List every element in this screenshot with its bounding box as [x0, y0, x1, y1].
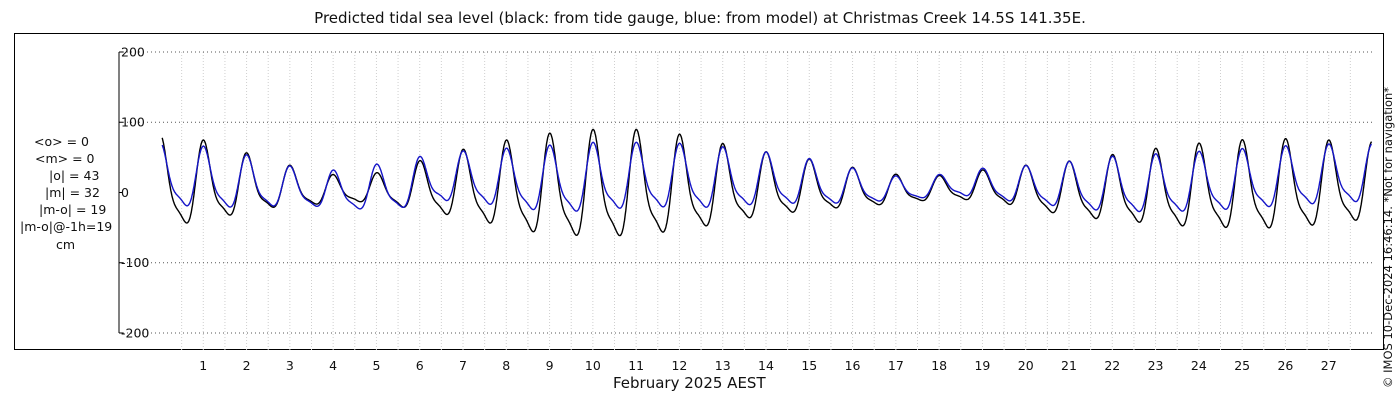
- x-tick-label: 10: [585, 358, 601, 373]
- stat-mean-observed: <o> = 0: [34, 134, 89, 149]
- x-axis-label: February 2025 AEST: [613, 374, 766, 392]
- x-tick-label: 5: [372, 358, 380, 373]
- x-tick-label: 22: [1104, 358, 1120, 373]
- x-tick-label: 27: [1321, 358, 1337, 373]
- y-tick-label: 200: [121, 45, 145, 60]
- model-series-line: [161, 141, 1373, 213]
- x-tick-label: 7: [459, 358, 467, 373]
- x-tick-label: 18: [931, 358, 947, 373]
- y-tick-label: -100: [121, 255, 149, 270]
- y-tick-label: -200: [121, 325, 149, 340]
- x-tick-label: 2: [243, 358, 251, 373]
- x-tick-label: 25: [1234, 358, 1250, 373]
- x-tick-label: 17: [888, 358, 904, 373]
- y-tick-label: 0: [121, 185, 129, 200]
- x-tick-label: 26: [1277, 358, 1293, 373]
- x-tick-label: 1: [199, 358, 207, 373]
- copyright-notice: © IMOS 10-Dec-2024 16:46:14. *Not for na…: [1381, 86, 1395, 388]
- x-tick-label: 20: [1018, 358, 1034, 373]
- stat-unit: cm: [56, 236, 76, 252]
- x-tick-label: 23: [1148, 358, 1164, 373]
- grid: [119, 51, 1372, 350]
- x-tick-label: 9: [546, 358, 554, 373]
- x-tick-label: 3: [286, 358, 294, 373]
- x-tick-label: 16: [845, 358, 861, 373]
- x-tick-label: 11: [628, 358, 644, 373]
- series: [161, 128, 1373, 237]
- stat-abs-diff-lag: |m-o|@-1h=19: [20, 219, 113, 235]
- x-tick-label: 12: [671, 358, 687, 373]
- x-tick-label: 19: [974, 358, 990, 373]
- statistics-annotation: <o> = 0 <m> = 0 |o| = 43 |m| = 32 |m-o| …: [14, 133, 118, 253]
- stat-mean-model: <m> = 0: [35, 151, 95, 167]
- figure-frame: [14, 33, 1384, 350]
- tide-gauge-series-line: [161, 128, 1373, 237]
- x-tick-label: 24: [1191, 358, 1207, 373]
- stat-abs-model: |m| = 32: [45, 185, 100, 201]
- x-tick-label: 15: [801, 358, 817, 373]
- x-tick-label: 14: [758, 358, 774, 373]
- x-tick-label: 21: [1061, 358, 1077, 373]
- stat-abs-diff: |m-o| = 19: [39, 202, 107, 218]
- x-tick-label: 6: [416, 358, 424, 373]
- x-tick-label: 8: [502, 358, 510, 373]
- y-tick-label: 100: [121, 115, 145, 130]
- x-tick-label: 13: [715, 358, 731, 373]
- chart-title: Predicted tidal sea level (black: from t…: [314, 9, 1086, 27]
- x-tick-label: 4: [329, 358, 337, 373]
- stat-abs-observed: |o| = 43: [49, 168, 100, 184]
